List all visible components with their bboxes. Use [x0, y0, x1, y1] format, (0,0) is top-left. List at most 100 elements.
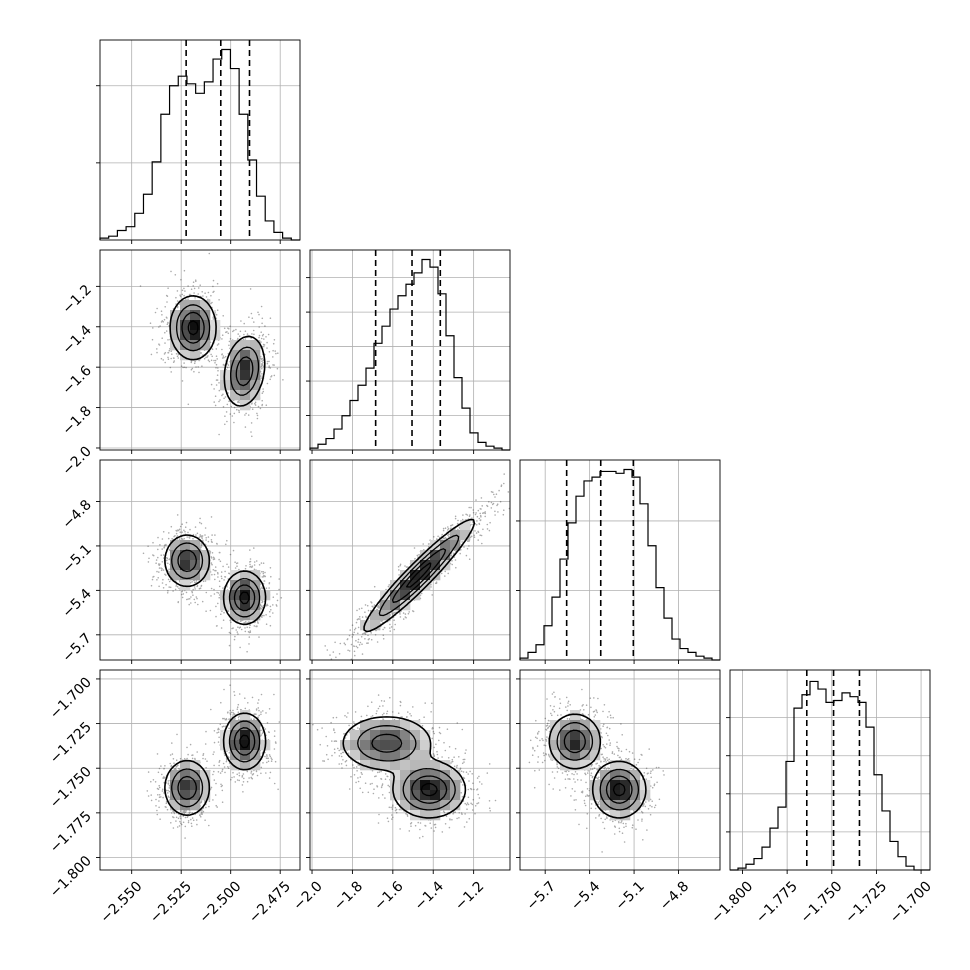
- density-cell: [370, 610, 381, 621]
- contour-level-0: [164, 712, 267, 816]
- density-cell: [180, 780, 191, 791]
- density-cell: [410, 750, 421, 761]
- density-cell: [400, 770, 411, 781]
- density-cell: [380, 740, 391, 751]
- density-cell: [570, 720, 581, 731]
- hist-panel-0: [96, 39, 301, 244]
- density-cell: [180, 800, 191, 811]
- density-cell: [190, 760, 201, 771]
- density-cell: [390, 770, 401, 781]
- pair-content: [520, 670, 720, 870]
- density-cell: [630, 770, 641, 781]
- x-tick-label: −5.4: [568, 878, 603, 913]
- density-cell: [420, 810, 431, 821]
- density-cell: [370, 750, 381, 761]
- density-cell: [190, 340, 201, 351]
- hist-panel-3: [726, 669, 931, 874]
- y-tick-label: −1.775: [47, 808, 95, 856]
- density-cell: [170, 780, 181, 791]
- pair-content: [310, 460, 510, 660]
- panel-border: [309, 459, 511, 661]
- density-cell: [250, 360, 261, 371]
- x-tick-label: −5.7: [524, 878, 559, 913]
- density-cell: [400, 790, 411, 801]
- density-cell: [630, 800, 641, 811]
- density-cell: [560, 750, 571, 761]
- contour-level-2: [177, 549, 256, 612]
- density-cell: [560, 730, 571, 741]
- density-cell: [230, 750, 241, 761]
- density-cell: [400, 780, 411, 791]
- y-tick-label: −1.700: [47, 674, 95, 722]
- panel-border: [729, 669, 931, 871]
- density-cell: [400, 750, 411, 761]
- density-cell: [610, 790, 621, 801]
- density-cell: [440, 550, 451, 561]
- density-cell: [190, 790, 201, 801]
- density-cell: [610, 770, 621, 781]
- panel-border: [99, 459, 301, 661]
- density-cell: [180, 350, 191, 361]
- density-cell: [400, 730, 411, 741]
- x-tick-label: −1.2: [452, 878, 487, 913]
- density-cell: [390, 720, 401, 731]
- density-cell: [430, 800, 441, 811]
- density-cell: [360, 730, 371, 741]
- density-cell: [170, 540, 181, 551]
- density-cell: [190, 320, 201, 331]
- y-tick-label: −1.800: [47, 853, 95, 901]
- density-cell: [230, 360, 241, 371]
- density-cell: [420, 750, 431, 761]
- density-cell: [370, 730, 381, 741]
- scatter-points: [528, 688, 665, 853]
- density-cell: [360, 720, 371, 731]
- hist-step-3: [730, 680, 930, 871]
- density-cell: [420, 740, 431, 751]
- contour-level-1: [171, 542, 261, 618]
- density-cell: [370, 760, 381, 771]
- contour-level-3: [405, 562, 432, 588]
- density-cell: [350, 730, 361, 741]
- contour-level-2: [563, 729, 633, 804]
- density-cell: [240, 370, 251, 381]
- density-cell: [590, 790, 601, 801]
- scatter-points: [142, 514, 283, 653]
- density-cell: [380, 760, 391, 771]
- contour-level-0: [169, 295, 266, 407]
- density-cell: [240, 720, 251, 731]
- density-cell: [580, 720, 591, 731]
- density-cell: [430, 780, 441, 791]
- pair-content: [100, 460, 300, 660]
- density-cell: [450, 800, 461, 811]
- density-cell: [240, 710, 251, 721]
- density-cell: [180, 310, 191, 321]
- density-cell: [430, 760, 441, 771]
- x-tick-label: −2.0: [290, 878, 325, 913]
- density-cell: [420, 570, 431, 581]
- density-cell: [190, 770, 201, 781]
- hist-panel-1: [306, 249, 511, 454]
- x-tick-label: −1.775: [753, 878, 801, 926]
- pair-panel-3-0: [96, 669, 301, 874]
- density-cell: [190, 350, 201, 361]
- density-cell: [610, 760, 621, 771]
- panel-border: [309, 669, 511, 871]
- density-cell: [400, 760, 411, 771]
- density-cell: [170, 310, 181, 321]
- density-cell: [550, 730, 561, 741]
- hist-step-1: [309, 258, 510, 451]
- density-cell: [180, 770, 191, 781]
- density-cell: [180, 340, 191, 351]
- density-cell: [440, 540, 451, 551]
- density-cell: [420, 580, 431, 591]
- density-cell: [620, 800, 631, 811]
- x-tick-label: −2.500: [197, 878, 245, 926]
- pair-panel-1-0: [96, 249, 301, 454]
- panel-border: [99, 39, 301, 241]
- density-cell: [420, 800, 431, 811]
- density-cell: [200, 550, 211, 561]
- pair-panel-3-2: [516, 669, 721, 874]
- density-cell: [370, 720, 381, 731]
- density-cell: [400, 720, 411, 731]
- density-cell: [200, 780, 211, 791]
